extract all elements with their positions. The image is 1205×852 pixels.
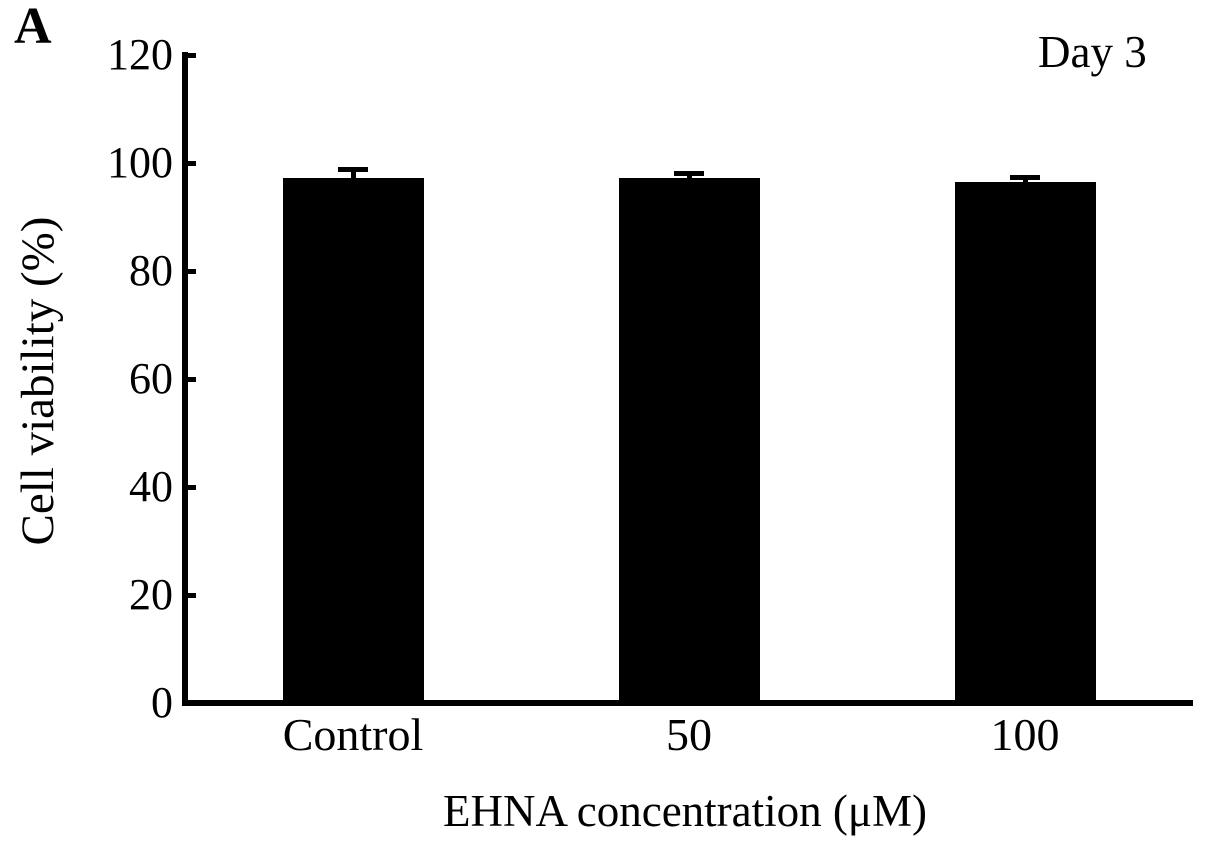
y-tick xyxy=(182,160,196,166)
panel-label: A xyxy=(14,0,52,55)
x-category-label: 100 xyxy=(990,709,1060,760)
y-tick-label: 80 xyxy=(129,246,173,295)
y-tick xyxy=(182,268,196,274)
y-tick-label: 100 xyxy=(107,138,173,187)
bar xyxy=(954,181,1096,706)
y-tick-label: 0 xyxy=(151,678,173,727)
y-tick xyxy=(182,484,196,490)
error-bar-stem xyxy=(1022,176,1028,184)
error-bar-stem xyxy=(350,168,356,181)
y-tick xyxy=(182,52,196,58)
bar xyxy=(618,178,760,706)
y-axis-title: Cell viability (%) xyxy=(12,216,64,546)
error-bar-stem xyxy=(686,173,692,181)
y-tick xyxy=(182,376,196,382)
bar xyxy=(282,178,424,706)
y-tick xyxy=(182,592,196,598)
y-tick-label: 120 xyxy=(107,30,173,79)
y-tick-label: 60 xyxy=(129,354,173,403)
chart-annotation: Day 3 xyxy=(1038,27,1147,77)
y-tick-label: 20 xyxy=(129,570,173,619)
x-axis-title: EHNA concentration (μM) xyxy=(443,786,927,836)
x-category-label: 50 xyxy=(666,709,712,760)
x-category-label: Control xyxy=(282,709,424,760)
y-tick-label: 40 xyxy=(129,462,173,511)
